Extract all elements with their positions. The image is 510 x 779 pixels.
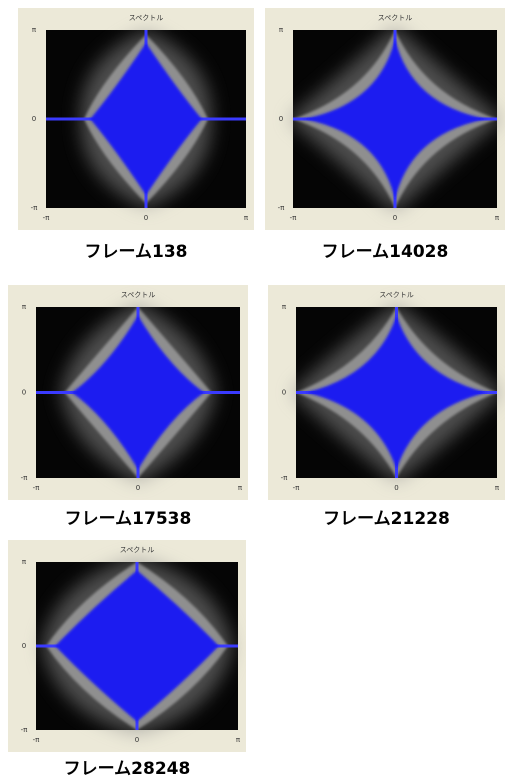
x-tick-label: π	[495, 484, 500, 492]
x-tick-label: 0	[144, 214, 148, 222]
y-tick-label: 0	[282, 389, 286, 397]
x-tick-label: 0	[394, 484, 398, 492]
y-tick-label: 0	[279, 115, 283, 123]
caption: フレーム138	[18, 237, 254, 262]
x-tick-label: -π	[290, 214, 298, 222]
plot-title: スペクトル	[121, 291, 156, 299]
x-tick-label: 0	[136, 484, 140, 492]
caption: フレーム14028	[265, 237, 505, 262]
plot-title: スペクトル	[129, 14, 164, 22]
y-tick-label: -π	[21, 726, 29, 734]
x-tick-label: 0	[393, 214, 397, 222]
spectrum-plot: スペクトル π 0 -π -π 0 π	[265, 8, 505, 230]
y-tick-label: -π	[21, 474, 29, 482]
plot-title: スペクトル	[378, 14, 413, 22]
y-tick-label: π	[22, 558, 27, 566]
y-tick-label: π	[32, 26, 37, 34]
x-tick-label: π	[236, 736, 241, 744]
caption: フレーム17538	[8, 504, 248, 529]
spectrum-panel: スペクトル π 0 -π -π 0 π	[265, 8, 505, 230]
x-tick-label: 0	[135, 736, 139, 744]
y-tick-label: 0	[22, 642, 26, 650]
x-tick-label: -π	[33, 736, 41, 744]
x-tick-label: -π	[33, 484, 41, 492]
y-tick-label: π	[282, 303, 287, 311]
spectrum-panel: スペクトル π 0 -π -π 0 π	[268, 285, 505, 500]
spectrum-panel: スペクトル π 0 -π -π 0 π	[8, 285, 248, 500]
y-tick-label: -π	[278, 204, 286, 212]
y-tick-label: 0	[32, 115, 36, 123]
plot-title: スペクトル	[379, 291, 414, 299]
y-tick-label: π	[22, 303, 27, 311]
y-tick-label: 0	[22, 389, 26, 397]
y-tick-label: -π	[281, 474, 289, 482]
caption: フレーム21228	[268, 504, 505, 529]
x-tick-label: -π	[293, 484, 301, 492]
spectrum-panel: スペクトル π 0 -π -π 0 π	[8, 540, 246, 752]
x-tick-label: π	[238, 484, 243, 492]
x-tick-label: -π	[43, 214, 51, 222]
x-tick-label: π	[244, 214, 249, 222]
spectrum-plot: スペクトル π 0 -π -π 0 π	[8, 540, 246, 752]
y-tick-label: -π	[31, 204, 39, 212]
spectrum-panel: スペクトル π 0 -π -π 0 π	[18, 8, 254, 230]
page: スペクトル π 0 -π -π 0 π フレーム138 スペクトル π 0 -π -π 0 π フレーム140…	[0, 0, 510, 775]
spectrum-plot: スペクトル π 0 -π -π 0 π	[268, 285, 505, 500]
x-tick-label: π	[495, 214, 500, 222]
spectrum-plot: スペクトル π 0 -π -π 0 π	[18, 8, 254, 230]
spectrum-plot: スペクトル π 0 -π -π 0 π	[8, 285, 248, 500]
caption: フレーム28248	[8, 754, 246, 779]
y-tick-label: π	[279, 26, 284, 34]
plot-title: スペクトル	[120, 546, 155, 554]
